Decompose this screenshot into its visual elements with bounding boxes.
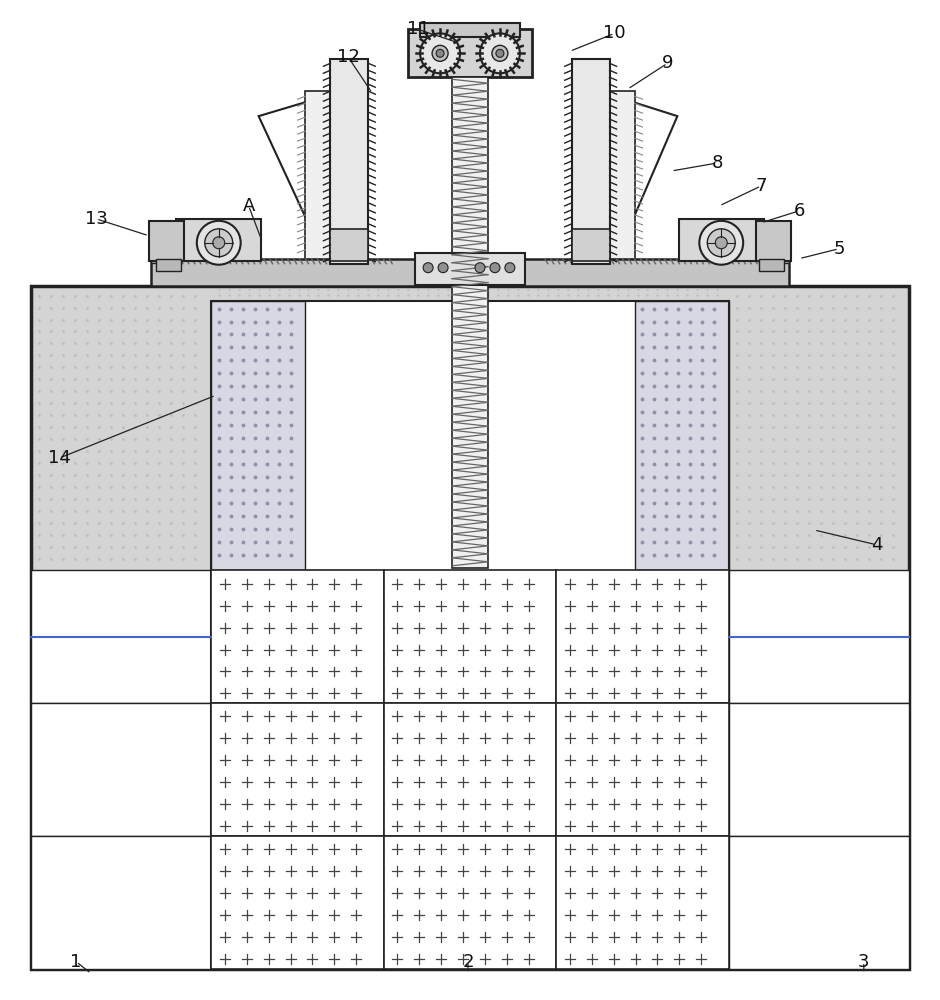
Bar bbox=[156, 259, 180, 271]
Bar bbox=[572, 229, 609, 261]
Circle shape bbox=[432, 45, 448, 61]
Circle shape bbox=[475, 263, 485, 273]
Bar bbox=[384, 703, 556, 836]
Bar bbox=[420, 23, 520, 37]
Text: 5: 5 bbox=[833, 240, 845, 258]
Bar bbox=[384, 836, 556, 969]
Text: 2: 2 bbox=[462, 953, 474, 971]
Bar bbox=[151, 253, 180, 263]
Text: A: A bbox=[243, 197, 255, 215]
Bar bbox=[211, 301, 306, 570]
Bar bbox=[31, 703, 211, 836]
Circle shape bbox=[490, 263, 500, 273]
Text: 7: 7 bbox=[756, 177, 767, 195]
Text: 9: 9 bbox=[662, 54, 673, 72]
Bar bbox=[556, 570, 729, 703]
Bar bbox=[729, 570, 909, 703]
Circle shape bbox=[715, 237, 728, 249]
Bar bbox=[149, 221, 184, 261]
Bar bbox=[760, 259, 784, 271]
Bar bbox=[408, 29, 532, 77]
Circle shape bbox=[492, 45, 508, 61]
Bar bbox=[151, 259, 789, 286]
Bar bbox=[31, 836, 211, 969]
Circle shape bbox=[480, 33, 520, 73]
Bar bbox=[756, 221, 791, 261]
Circle shape bbox=[496, 49, 504, 57]
Bar bbox=[211, 570, 729, 969]
Circle shape bbox=[205, 229, 233, 257]
Text: 3: 3 bbox=[858, 953, 870, 971]
Bar bbox=[31, 286, 909, 969]
Bar bbox=[634, 301, 729, 570]
Bar bbox=[729, 836, 909, 969]
Circle shape bbox=[699, 221, 744, 265]
Bar bbox=[729, 703, 909, 836]
Bar bbox=[556, 703, 729, 836]
Circle shape bbox=[212, 237, 225, 249]
Bar bbox=[760, 253, 789, 263]
Bar bbox=[211, 570, 384, 703]
Bar bbox=[306, 91, 333, 259]
Text: 6: 6 bbox=[793, 202, 805, 220]
Circle shape bbox=[420, 33, 460, 73]
Bar bbox=[680, 219, 764, 261]
Text: 13: 13 bbox=[85, 210, 107, 228]
Bar bbox=[211, 836, 384, 969]
Bar bbox=[31, 570, 211, 703]
Bar bbox=[176, 219, 260, 261]
Bar bbox=[331, 59, 368, 264]
Text: 8: 8 bbox=[712, 154, 723, 172]
Bar bbox=[607, 91, 634, 259]
Bar bbox=[211, 301, 729, 969]
Bar bbox=[556, 836, 729, 969]
Text: 10: 10 bbox=[603, 24, 626, 42]
Text: 1: 1 bbox=[70, 953, 82, 971]
Circle shape bbox=[436, 49, 444, 57]
Bar bbox=[211, 703, 384, 836]
Text: 14: 14 bbox=[48, 449, 70, 467]
Circle shape bbox=[707, 229, 735, 257]
Bar bbox=[211, 301, 729, 570]
Bar bbox=[384, 570, 556, 703]
Bar bbox=[572, 59, 609, 264]
Text: 12: 12 bbox=[337, 48, 360, 66]
Bar bbox=[415, 253, 525, 285]
Circle shape bbox=[438, 263, 448, 273]
Circle shape bbox=[196, 221, 241, 265]
Circle shape bbox=[423, 263, 433, 273]
Text: 4: 4 bbox=[871, 536, 883, 554]
Bar bbox=[331, 229, 368, 261]
Text: 11: 11 bbox=[407, 20, 430, 38]
Bar bbox=[452, 77, 488, 568]
Circle shape bbox=[505, 263, 515, 273]
